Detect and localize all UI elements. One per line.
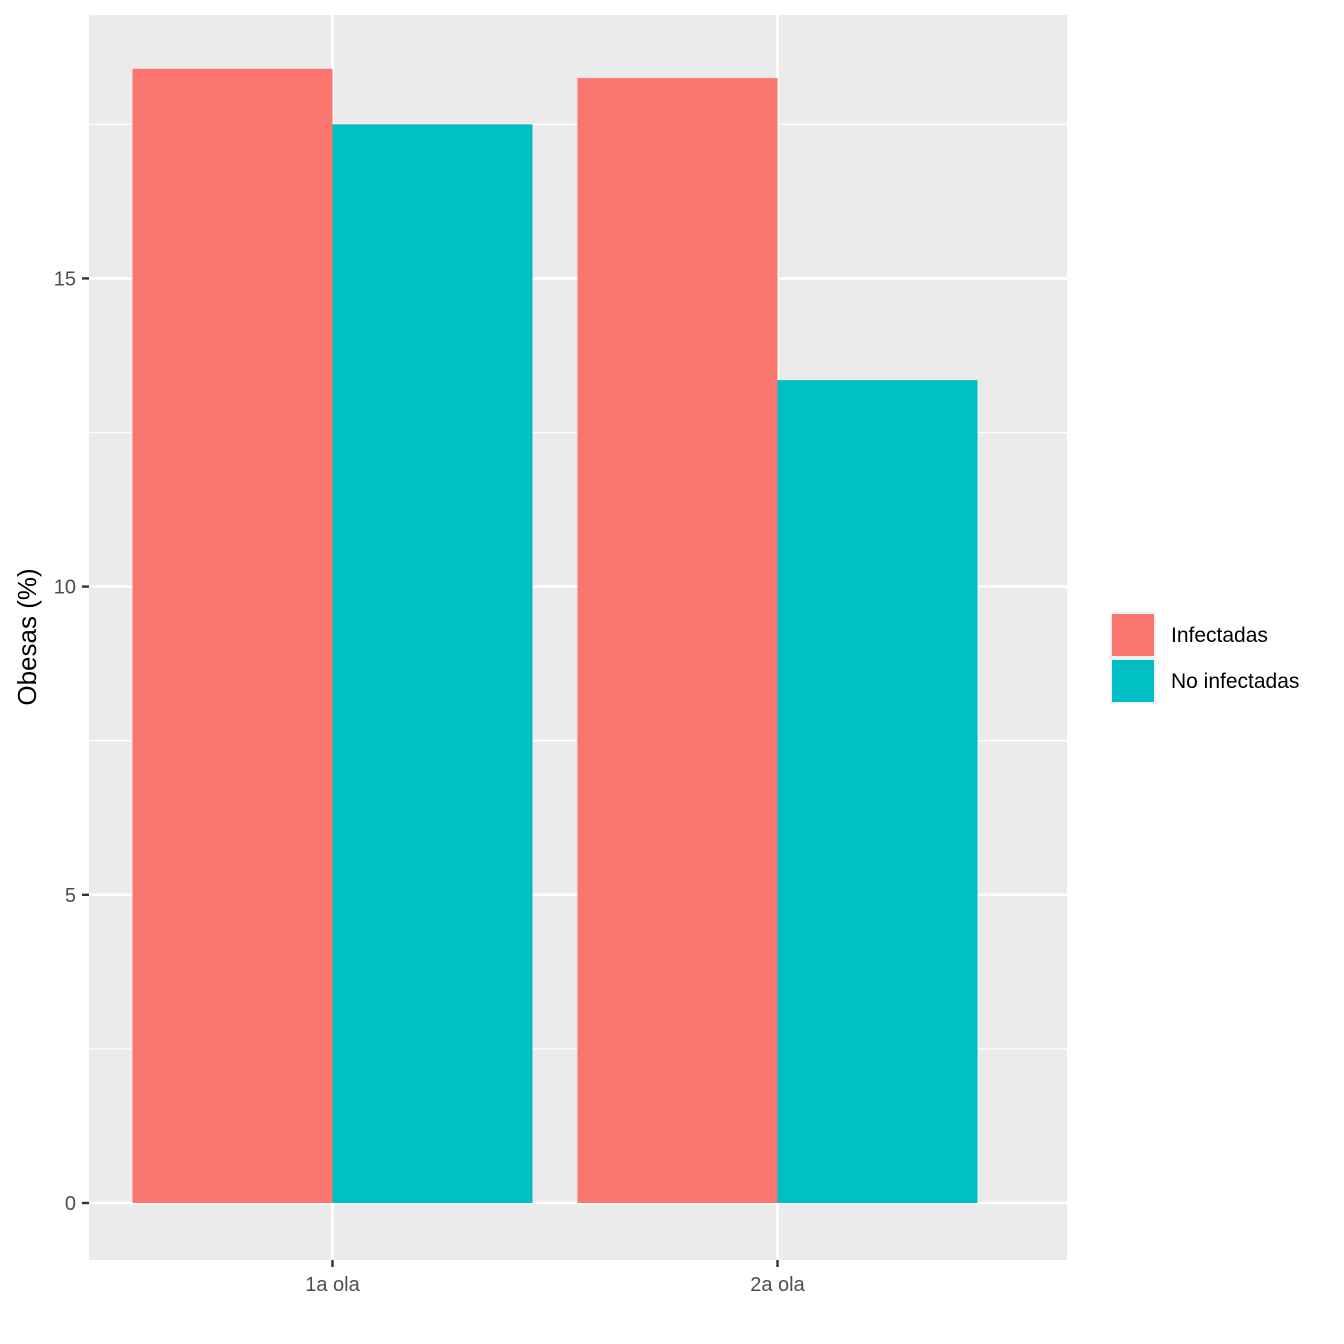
legend-label: No infectadas [1171, 670, 1299, 693]
y-axis: 0 5 10 15 [54, 268, 89, 1215]
legend-label: Infectadas [1171, 624, 1268, 647]
y-tick-label: 5 [65, 885, 76, 907]
legend: Infectadas No infectadas [1110, 612, 1299, 704]
bar [332, 124, 533, 1203]
y-tick-label: 15 [54, 268, 76, 290]
y-tick-label: 0 [65, 1193, 76, 1215]
bar [777, 380, 978, 1204]
legend-key [1112, 614, 1154, 656]
legend-key [1112, 660, 1154, 702]
y-tick-label: 10 [54, 577, 76, 599]
x-tick-label: 1a ola [305, 1274, 360, 1296]
x-axis: 1a ola 2a ola [305, 1260, 806, 1296]
y-axis-title: Obesas (%) [12, 568, 42, 705]
bar [577, 78, 778, 1204]
bars [132, 68, 978, 1204]
bar [132, 68, 333, 1204]
x-tick-label: 2a ola [750, 1274, 805, 1296]
